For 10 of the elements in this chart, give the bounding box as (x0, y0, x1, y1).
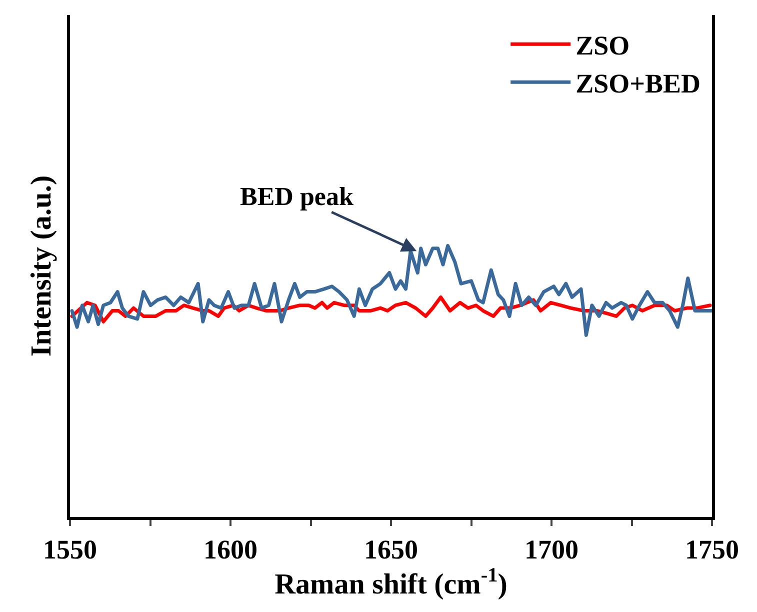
x-tick-label: 1650 (364, 534, 418, 564)
legend-label: ZSO (576, 30, 630, 61)
legend-label: ZSO+BED (576, 68, 701, 99)
x-tick-label: 1600 (204, 534, 258, 564)
x-tick-label: 1750 (685, 534, 739, 564)
annotation: BED peak (240, 182, 354, 211)
x-tick-label: 1550 (43, 534, 97, 564)
x-axis-title: Raman shift (cm$^{-1}$) (274, 564, 508, 601)
y-axis-title: Intensity (a.u.) (25, 175, 58, 357)
x-tick-label: 1700 (524, 534, 578, 564)
